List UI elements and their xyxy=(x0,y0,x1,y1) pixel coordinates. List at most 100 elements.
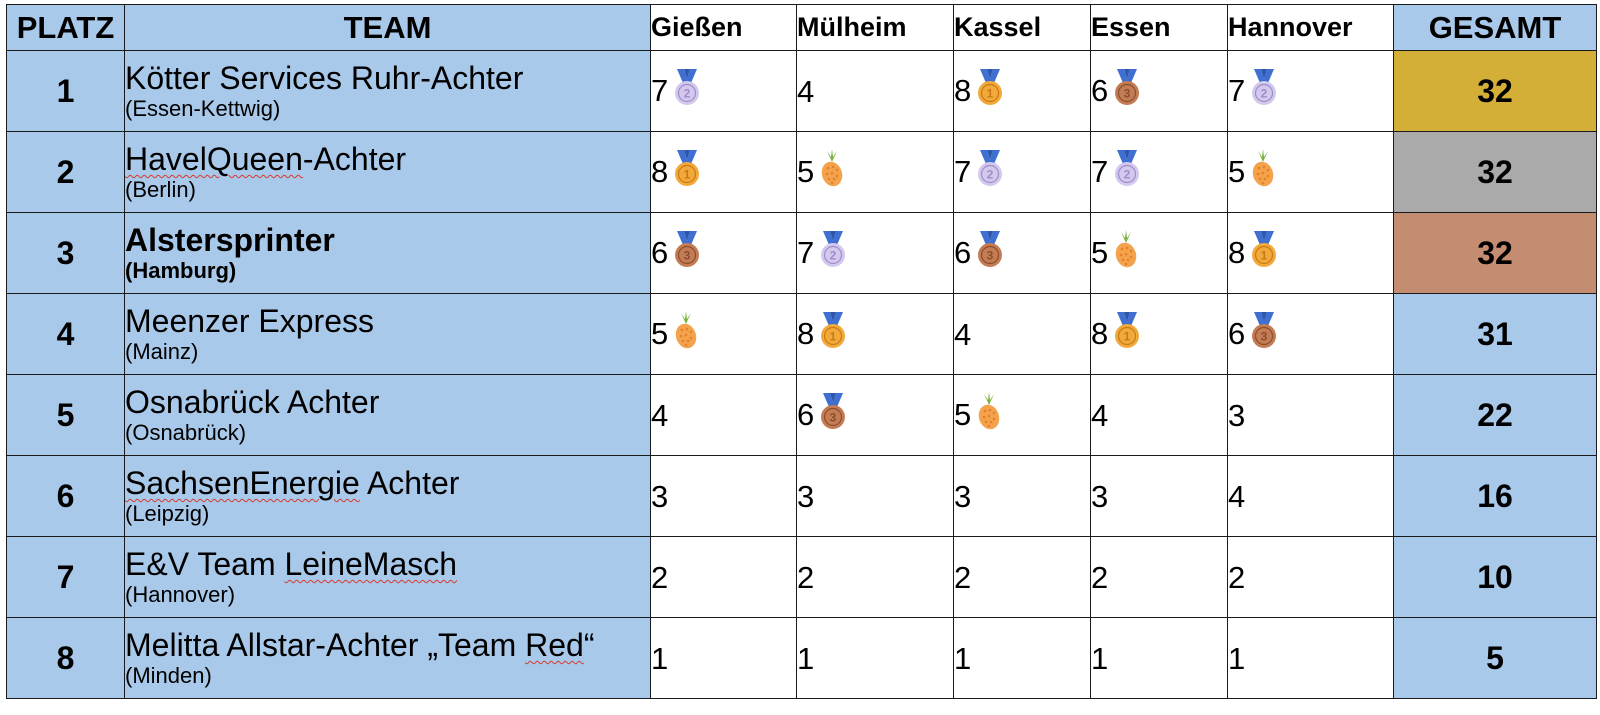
silver-medal-icon-wrap: 2 xyxy=(975,149,1005,195)
total-cell: 22 xyxy=(1393,374,1597,456)
score-cell: 1 xyxy=(796,617,954,699)
gold-medal-icon-wrap: 1 xyxy=(818,311,848,357)
score-value: 5 xyxy=(954,397,972,432)
team-name: Meenzer Express xyxy=(125,303,650,339)
team-name: Kötter Services Ruhr-Achter xyxy=(125,60,650,96)
rank-cell: 5 xyxy=(6,374,125,456)
team-name-part: LeineMasch xyxy=(284,546,458,582)
team-name-part: Red xyxy=(525,627,584,663)
score-value: 5 xyxy=(651,316,669,351)
bronze-medal-icon: 3 xyxy=(675,231,700,267)
rank-cell: 1 xyxy=(6,50,125,132)
total-cell: 32 xyxy=(1393,131,1597,213)
team-cell: Osnabrück Achter (Osnabrück) xyxy=(124,374,651,456)
bronze-medal-icon: 3 xyxy=(1252,312,1277,348)
svg-text:3: 3 xyxy=(1124,87,1131,101)
gold-medal-icon: 1 xyxy=(978,69,1003,105)
team-name-part: Achter xyxy=(359,465,460,501)
team-name-part: Meenzer Express xyxy=(125,303,374,339)
table-row: 3 Alstersprinter (Hamburg) 6 3 7 2 6 3 5 8 1 32 xyxy=(6,212,1597,294)
pineapple-icon xyxy=(978,392,1000,430)
score-value: 1 xyxy=(651,640,669,676)
table-row: 4 Meenzer Express (Mainz) 5 8 1 4 8 1 6 3 31 xyxy=(6,293,1597,375)
pineapple-icon xyxy=(821,149,843,187)
team-cell: E&V Team LeineMasch (Hannover) xyxy=(124,536,651,618)
score-cell: 2 xyxy=(1090,536,1228,618)
pineapple-icon-wrap xyxy=(672,310,700,358)
total-cell: 16 xyxy=(1393,455,1597,537)
score-cell: 2 xyxy=(953,536,1091,618)
bronze-medal-icon: 3 xyxy=(978,231,1003,267)
svg-text:2: 2 xyxy=(1124,168,1131,182)
score-cell: 5 xyxy=(650,293,797,375)
svg-text:2: 2 xyxy=(830,249,837,263)
svg-text:1: 1 xyxy=(987,87,994,101)
score-cell: 3 xyxy=(953,455,1091,537)
silver-medal-icon: 2 xyxy=(1252,69,1277,105)
table-row: 1 Kötter Services Ruhr-Achter (Essen-Kettw… xyxy=(6,50,1597,132)
team-cell: Melitta Allstar-Achter „Team Red“ (Minden… xyxy=(124,617,651,699)
gold-medal-icon: 1 xyxy=(821,312,846,348)
table-row: 6 SachsenEnergie Achter (Leipzig) 3 3 3 3 4 16 xyxy=(6,455,1597,537)
team-name: Alstersprinter xyxy=(125,222,650,258)
gold-medal-icon-wrap: 1 xyxy=(672,149,702,195)
score-value: 4 xyxy=(797,73,815,109)
score-value: 8 xyxy=(1228,235,1246,270)
team-name-part: Alstersprinter xyxy=(125,222,335,258)
score-value: 4 xyxy=(651,397,669,433)
svg-text:2: 2 xyxy=(1261,87,1268,101)
silver-medal-icon: 2 xyxy=(675,69,700,105)
score-value: 2 xyxy=(1091,559,1109,595)
bronze-medal-icon-wrap: 3 xyxy=(975,230,1005,276)
rank-cell: 7 xyxy=(6,536,125,618)
header-race-giessen: Gießen xyxy=(650,4,797,51)
team-name-part: Osnabrück Achter xyxy=(125,384,380,420)
score-value: 2 xyxy=(1228,559,1246,595)
header-gesamt: GESAMT xyxy=(1393,4,1597,51)
score-cell: 4 xyxy=(650,374,797,456)
team-name: Melitta Allstar-Achter „Team Red“ xyxy=(125,627,650,663)
score-value: 6 xyxy=(1228,316,1246,351)
team-city: (Berlin) xyxy=(125,177,196,202)
total-cell: 32 xyxy=(1393,212,1597,294)
header-race-hannover: Hannover xyxy=(1227,4,1394,51)
team-name: Osnabrück Achter xyxy=(125,384,650,420)
score-cell: 1 xyxy=(650,617,797,699)
score-value: 3 xyxy=(797,478,815,514)
score-value: 8 xyxy=(1091,316,1109,351)
score-cell: 2 xyxy=(650,536,797,618)
team-name-part: Kötter Services Ruhr-Achter xyxy=(125,60,524,96)
team-cell: Kötter Services Ruhr-Achter (Essen-Kettwi… xyxy=(124,50,651,132)
score-value: 1 xyxy=(797,640,815,676)
score-cell: 3 xyxy=(650,455,797,537)
svg-text:1: 1 xyxy=(1124,330,1131,344)
score-value: 8 xyxy=(651,154,669,189)
svg-text:1: 1 xyxy=(830,330,837,344)
pineapple-icon-wrap xyxy=(975,391,1003,439)
team-city: (Hannover) xyxy=(125,582,236,607)
total-cell: 5 xyxy=(1393,617,1597,699)
score-cell: 3 xyxy=(1227,374,1394,456)
silver-medal-icon-wrap: 2 xyxy=(818,230,848,276)
team-city: (Leipzig) xyxy=(125,501,210,526)
bronze-medal-icon: 3 xyxy=(1115,69,1140,105)
rank-cell: 2 xyxy=(6,131,125,213)
score-cell: 4 xyxy=(1227,455,1394,537)
team-name-part: SachsenEnergie xyxy=(125,465,360,501)
team-name: E&V Team LeineMasch xyxy=(125,546,650,582)
svg-text:3: 3 xyxy=(987,249,994,263)
header-race-essen: Essen xyxy=(1090,4,1228,51)
score-cell: 4 xyxy=(953,293,1091,375)
score-cell: 5 xyxy=(953,374,1091,456)
score-cell: 5 xyxy=(1227,131,1394,213)
svg-text:3: 3 xyxy=(684,249,691,263)
score-value: 6 xyxy=(954,235,972,270)
